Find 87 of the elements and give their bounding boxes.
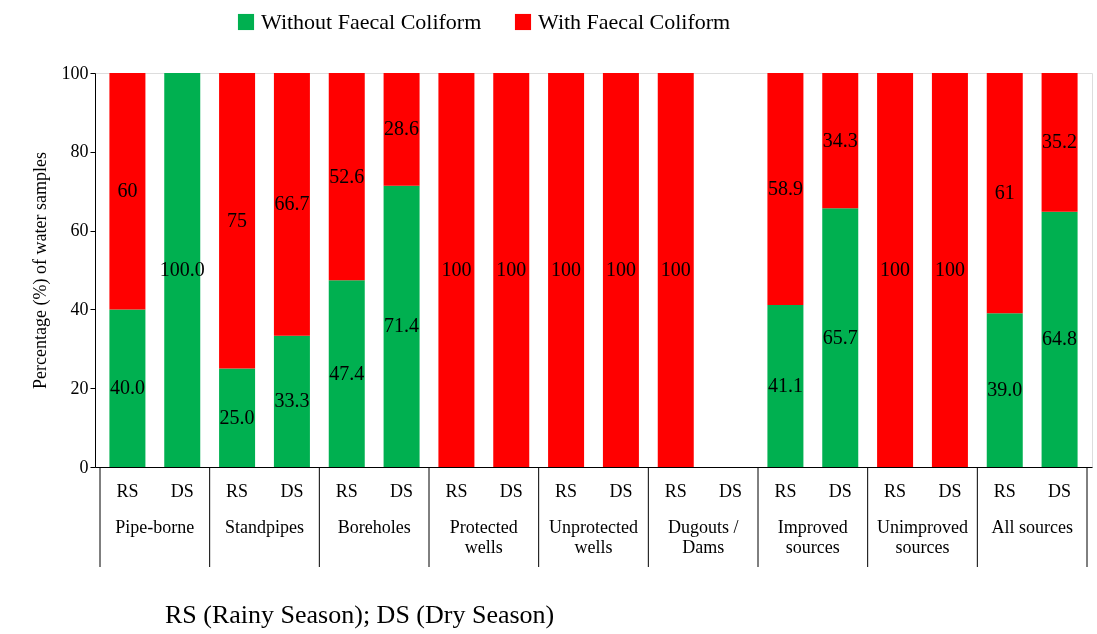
x-tick-label: DS — [609, 481, 633, 501]
data-label: 66.7 — [274, 192, 310, 215]
text: Protected wells — [449, 517, 518, 557]
data-label: 33.3 — [274, 389, 310, 412]
data-label: 100 — [660, 258, 691, 280]
y-axis-title: Percentage (%) of water samples — [29, 152, 51, 389]
data-label: 64.8 — [1042, 327, 1078, 350]
bar — [986, 73, 1023, 314]
data-label: 100 — [441, 258, 472, 280]
x-tick-label: RS — [884, 481, 907, 501]
x-tick-label: RS — [555, 481, 578, 501]
x-tick-label: RS — [445, 481, 468, 501]
data-label: 71.4 — [384, 314, 420, 337]
y-tick-label: 60 — [70, 220, 89, 241]
bar — [822, 73, 859, 209]
text: RS (Rainy Season); DS (Dry Season) — [165, 600, 555, 629]
text: Standpipes — [225, 517, 304, 537]
data-label: 75 — [227, 208, 248, 231]
bar — [109, 73, 146, 310]
y-tick-label: 0 — [79, 456, 89, 477]
bar — [219, 368, 256, 467]
bar — [602, 73, 639, 467]
y-tick-label: 40 — [70, 298, 89, 319]
data-label: 58.9 — [767, 177, 803, 200]
data-label: 100 — [880, 258, 911, 280]
bar — [219, 73, 256, 369]
bar — [109, 309, 146, 467]
data-label: 100 — [605, 258, 636, 280]
bar — [273, 335, 310, 467]
bar — [986, 313, 1023, 467]
x-tick-label: RS — [664, 481, 687, 501]
data-label: 34.3 — [822, 128, 858, 151]
x-tick-label: DS — [170, 481, 194, 501]
data-label: 100 — [496, 258, 527, 280]
data-label: 65.7 — [822, 325, 858, 348]
text: Dugouts / Dams — [667, 517, 739, 557]
x-tick-label: DS — [499, 481, 523, 501]
text: All sources — [991, 517, 1073, 537]
bar — [767, 73, 804, 306]
bar — [383, 185, 420, 467]
text: Pipe-borne — [115, 517, 195, 537]
data-label: 100 — [934, 258, 965, 280]
bar — [328, 280, 365, 467]
bar — [822, 208, 859, 467]
y-tick-label: 100 — [61, 62, 89, 83]
x-tick-label: RS — [226, 481, 249, 501]
data-label: 28.6 — [384, 117, 420, 140]
x-tick-label: RS — [774, 481, 797, 501]
x-tick-label: DS — [390, 481, 414, 501]
text: Unimproved sources — [877, 517, 968, 557]
x-tick-label: DS — [828, 481, 852, 501]
x-tick-label: DS — [938, 481, 962, 501]
bar — [328, 73, 365, 281]
data-label: 100 — [551, 258, 582, 280]
x-tick-label: DS — [719, 481, 743, 501]
bar — [273, 73, 310, 336]
data-label: 39.0 — [987, 378, 1023, 401]
bar — [438, 73, 475, 467]
bar — [493, 73, 530, 467]
data-label: 61 — [994, 181, 1015, 204]
text: Improved sources — [777, 517, 848, 557]
data-label: 40.0 — [109, 376, 145, 399]
bar — [1041, 73, 1078, 212]
x-tick-label: RS — [993, 481, 1016, 501]
data-label: 25.0 — [219, 405, 255, 428]
bar — [383, 73, 420, 186]
data-label: 52.6 — [329, 164, 365, 187]
data-label: 41.1 — [767, 374, 803, 397]
x-tick-label: DS — [1048, 481, 1072, 501]
bar — [657, 73, 694, 467]
bar — [877, 73, 914, 467]
legend-label: Without Faecal Coliform — [261, 9, 482, 34]
text: Unprotected wells — [549, 517, 638, 557]
data-label: 47.4 — [329, 361, 365, 384]
x-tick-label: DS — [280, 481, 304, 501]
bar — [548, 73, 585, 467]
bar — [767, 305, 804, 467]
bar — [931, 73, 968, 467]
bar — [1041, 211, 1078, 467]
x-tick-label: RS — [335, 481, 358, 501]
data-label: 35.2 — [1042, 130, 1078, 153]
y-tick-label: 20 — [70, 377, 89, 398]
y-tick-label: 80 — [70, 141, 89, 162]
x-tick-label: RS — [116, 481, 139, 501]
data-label: 60 — [117, 179, 138, 202]
text: Boreholes — [337, 517, 411, 537]
legend-label: With Faecal Coliform — [538, 9, 731, 34]
